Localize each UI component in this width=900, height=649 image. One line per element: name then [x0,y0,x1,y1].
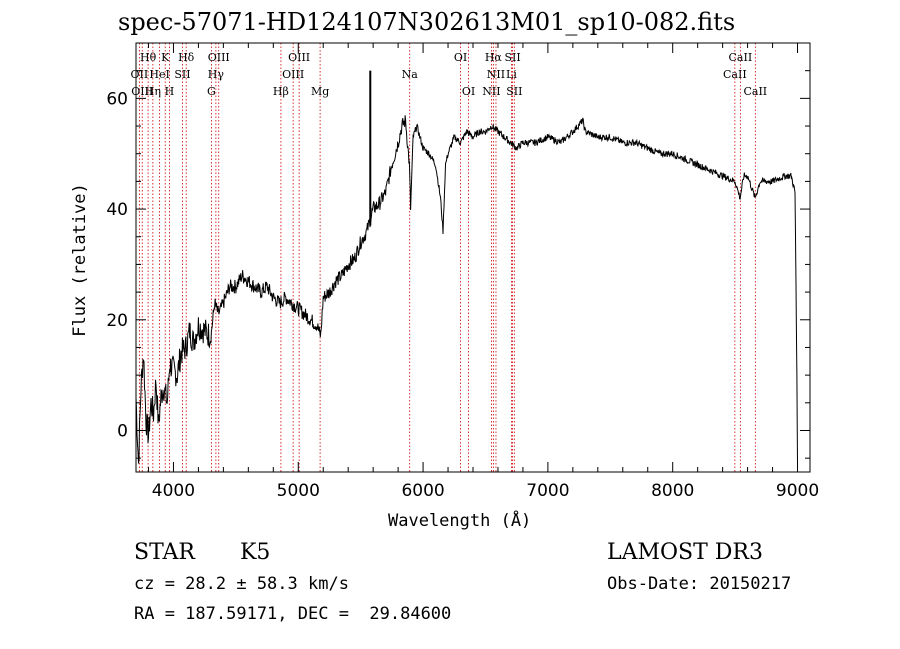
spectral-line-label: SII [174,68,190,81]
x-tick-label: 7000 [526,481,569,501]
spectral-line-label: CaII [743,85,767,98]
spectral-line-label: Mg [311,85,329,98]
x-axis-label: Wavelength (Å) [388,511,532,531]
x-tick-label: 9000 [776,481,819,501]
y-tick-label: 0 [117,421,128,441]
y-tick-label: 40 [106,200,128,220]
x-tick-label: 6000 [401,481,444,501]
chart-title: spec-57071-HD124107N302613M01_sp10-082.f… [118,8,736,36]
spectral-line-label: CaII [723,68,747,81]
spectral-line-label: Hγ [208,68,225,81]
spectral-line-label: SII [506,85,522,98]
spectral-line-label: Hη [145,85,161,98]
spectral-line-label: Li [506,68,517,81]
coordinates: RA = 187.59171, DEC = 29.84600 [134,604,452,624]
spectral-line-label: Na [402,68,419,81]
object-class: STAR [134,540,195,565]
spectral-line-label: Hα [485,51,503,64]
y-tick-label: 20 [106,311,128,331]
redshift-readout: cz = 28.2 ± 58.3 km/s [134,574,349,594]
y-tick-label: 60 [106,89,128,109]
spectral-line-label: OIII [208,51,230,64]
spectral-line-label: NII [487,68,505,81]
spectrum-trace [135,115,798,464]
spectral-line-label: NII [482,85,500,98]
x-tick-label: 5000 [277,481,320,501]
spectral-line-label: OIII [282,68,304,81]
plot-frame [135,42,811,473]
spectral-line-label: HeI [149,68,169,81]
spectral-line-label: OI [454,51,467,64]
x-tick-label: 8000 [651,481,694,501]
obs-date: Obs-Date: 20150217 [607,574,792,594]
spectral-line-label: OI [462,85,475,98]
spectral-line-label: H [165,85,175,98]
spectral-line-label: OIII [131,85,153,98]
subclass: K5 [240,540,271,565]
spectral-line-label: K [161,51,170,64]
spectral-line-label: OII [131,68,149,81]
spectral-line-label: Hθ [140,51,157,64]
spectral-line-label: OIII [288,51,310,64]
spectral-line-label: G [207,85,216,98]
spectral-line-label: CaII [729,51,753,64]
survey-name: LAMOST DR3 [607,540,763,565]
y-axis-label: Flux (relative) [70,183,90,337]
spectral-line-label: SII [504,51,520,64]
spectral-line-label: Hβ [273,85,289,98]
spectral-line-label: Hδ [178,51,195,64]
x-tick-label: 4000 [152,481,195,501]
